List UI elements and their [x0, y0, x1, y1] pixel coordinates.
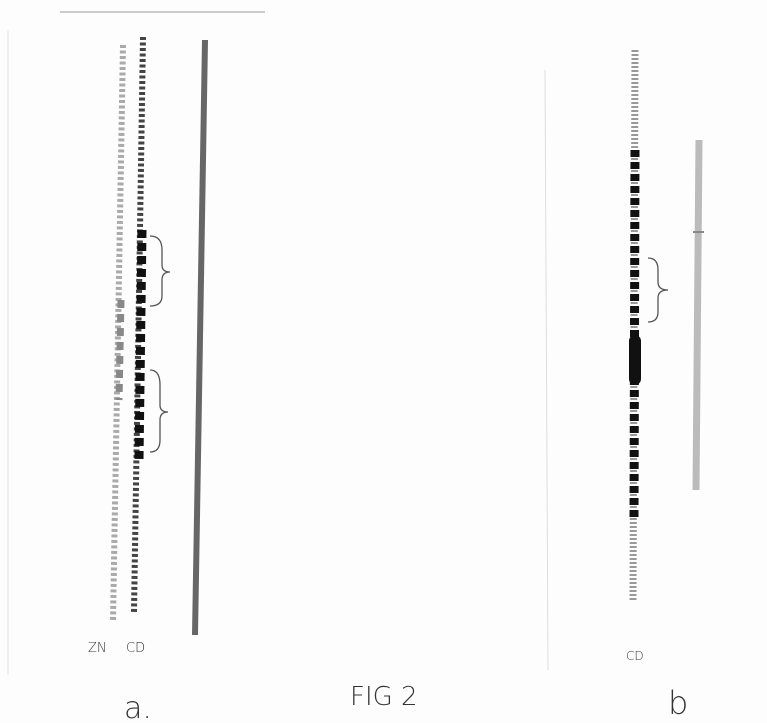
panel-b-caption: b	[668, 684, 688, 722]
cd-label: CD	[126, 641, 145, 656]
background	[0, 0, 767, 723]
page: ZN CD a. FIG 2 CD b (() => { const data …	[0, 0, 767, 723]
figure-title: FIG 2	[350, 682, 418, 712]
zn-label: ZN	[88, 641, 107, 656]
central-fringe	[629, 335, 641, 385]
continuum-line-b	[696, 140, 699, 490]
cd-label-b: CD	[626, 649, 644, 663]
figure: ZN CD a. FIG 2 CD b	[0, 0, 767, 723]
panel-a-caption: a.	[124, 691, 152, 723]
